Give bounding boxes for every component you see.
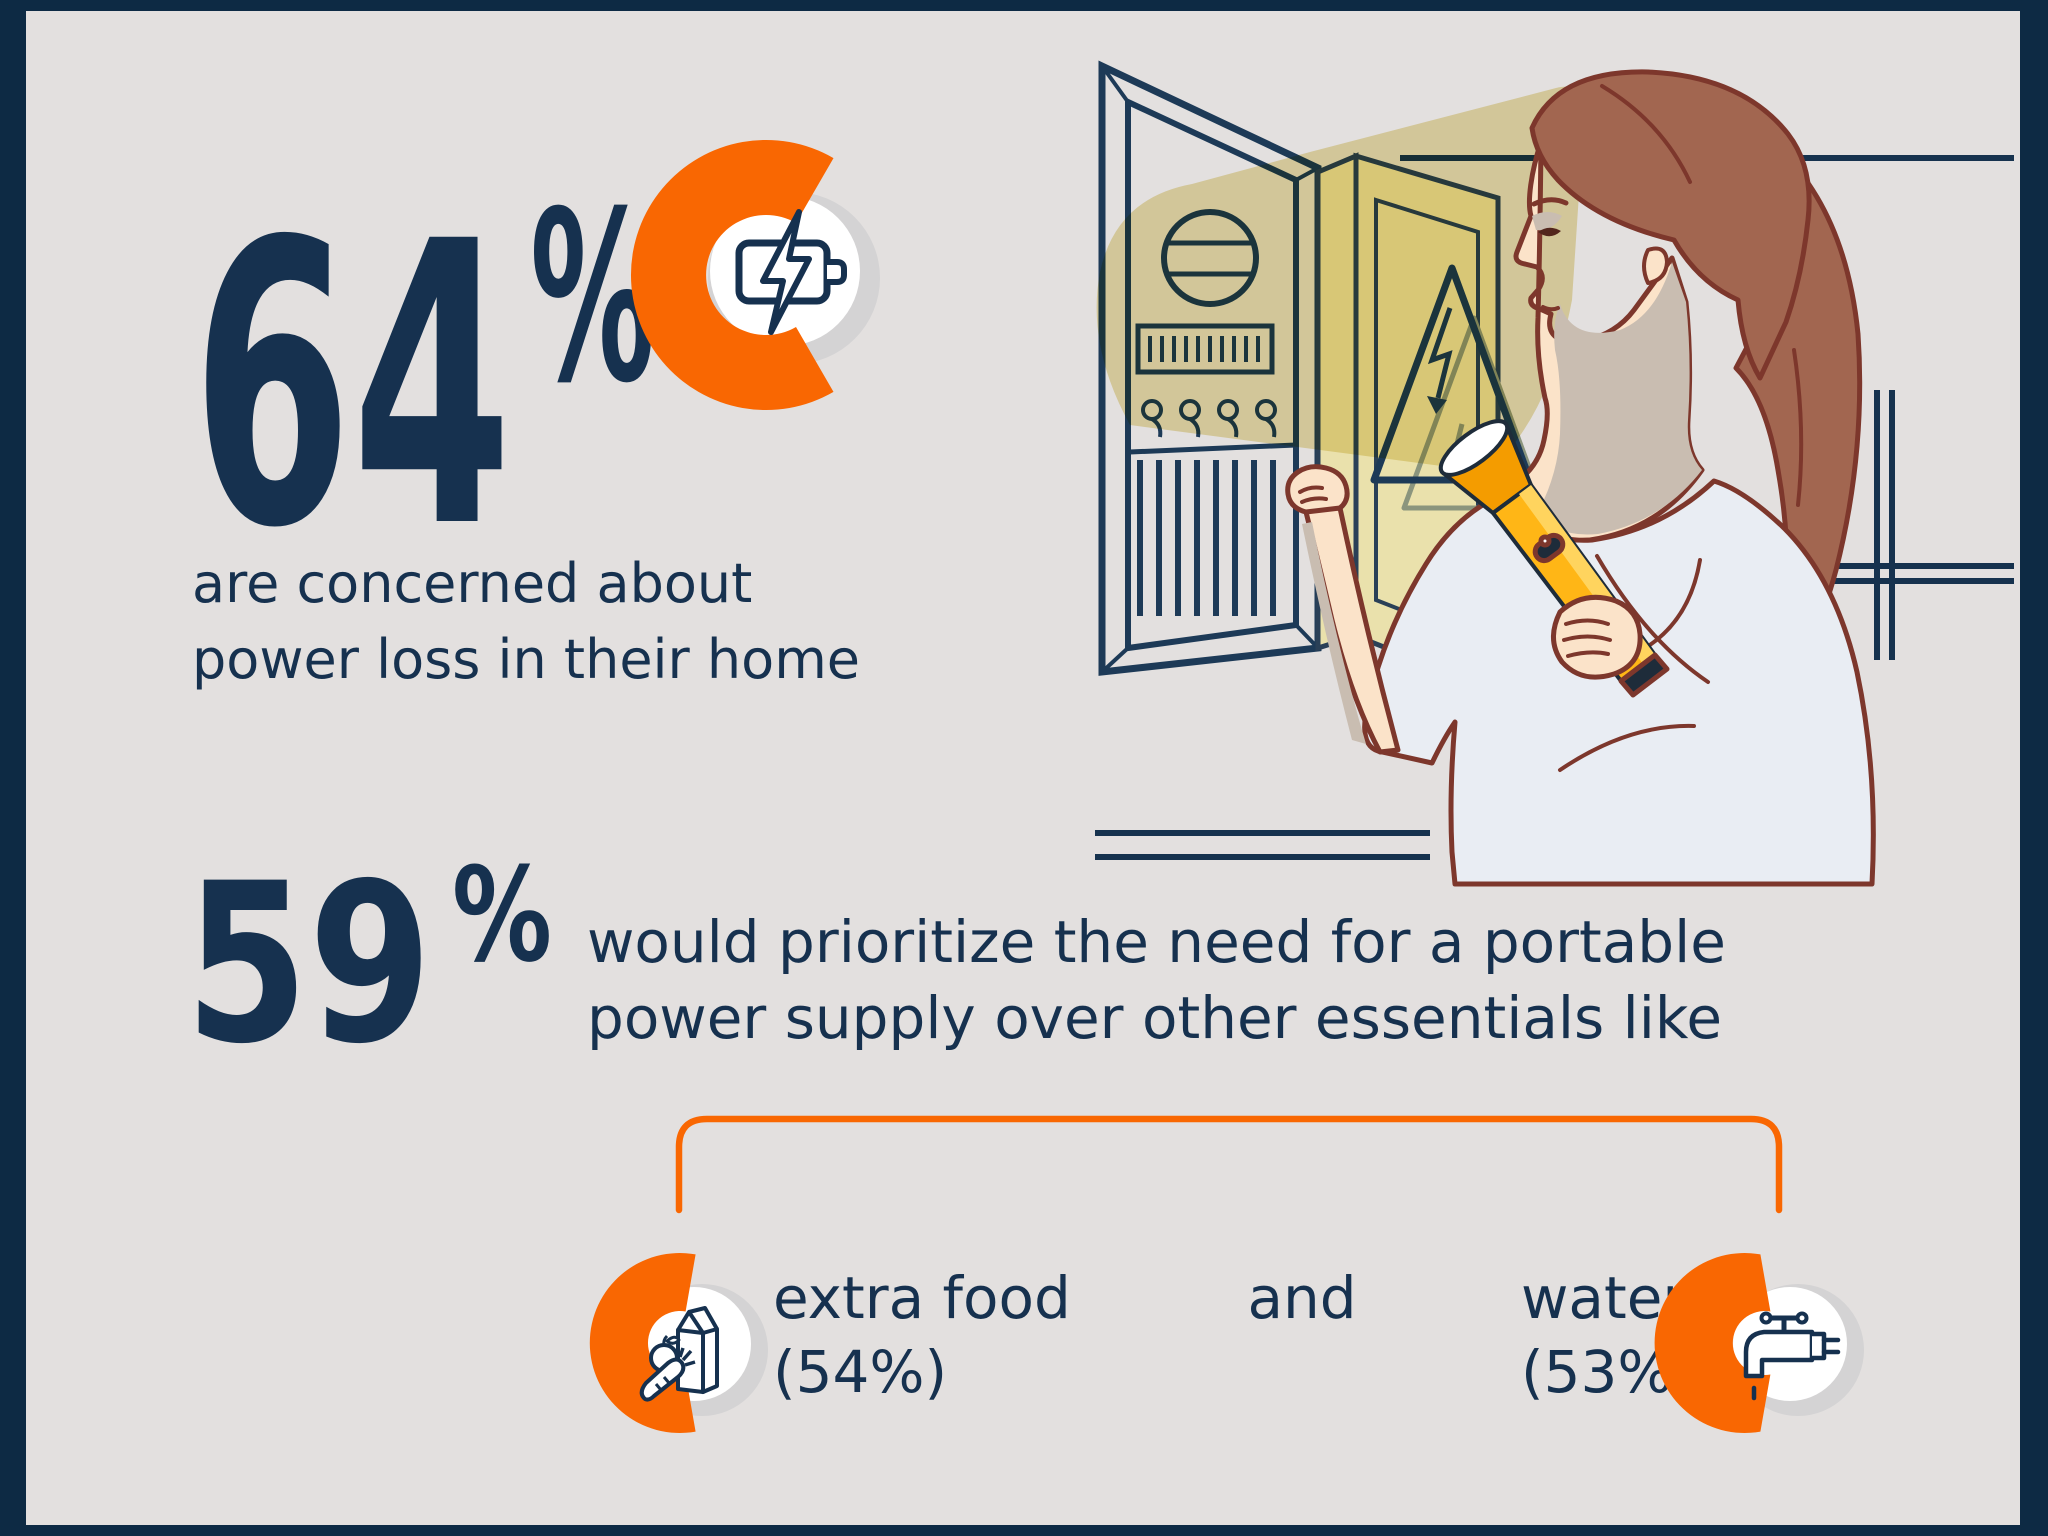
water-emblem [1654, 1253, 1864, 1434]
frame-bottom [0, 1525, 2048, 1536]
stat-59-percent: 59 % would prioritize the need for a por… [185, 836, 1726, 1092]
shirt-fold [1558, 723, 1696, 772]
stat-64-percent: 64 % are concerned about power loss in t… [192, 139, 880, 691]
connector-bracket [675, 1115, 1783, 1214]
ponytail-strand [1792, 348, 1804, 507]
woman-figure [1285, 69, 1876, 887]
head-hair [1529, 69, 1812, 381]
flashlight-lens [1438, 419, 1510, 477]
stat2-percent-sign: % [452, 839, 552, 991]
stat1-desc-line2: power loss in their home [192, 628, 860, 691]
eyelid-shading [1532, 212, 1562, 231]
water-faucet-plug-icon [1743, 1311, 1841, 1401]
shirt [1362, 478, 1876, 887]
finger-line [1298, 485, 1324, 494]
essential1-label-line2: (54%) [773, 1338, 947, 1406]
mouth [1541, 305, 1560, 312]
essentials-row: extra food (54%) and water (53%) [589, 1253, 1864, 1434]
frame-left [0, 0, 26, 1536]
finger-line [1300, 496, 1328, 504]
food-icon [639, 1306, 719, 1402]
neck-shading [1538, 262, 1702, 535]
hair-strand [1600, 84, 1692, 184]
stat1-value: 64 [192, 159, 512, 613]
emblem-orange-arc [589, 1253, 696, 1434]
battery-charging-icon [735, 209, 847, 335]
finger-line [1564, 618, 1610, 626]
finger-line [1566, 650, 1610, 658]
ear [1642, 246, 1669, 285]
emblem-orange-arc [630, 139, 834, 410]
finger-line [1562, 634, 1612, 642]
stat2-value: 59 [185, 836, 432, 1092]
flashlight-beam [1096, 86, 1585, 472]
essentials-connector: and [1247, 1264, 1356, 1332]
stat2-desc-line1: would prioritize the need for a portable [587, 908, 1726, 976]
forearm-shading [1302, 522, 1366, 744]
grille-bars [1129, 442, 1297, 616]
stat2-desc-line2: power supply over other essentials like [587, 984, 1722, 1052]
frame-top [0, 0, 2048, 11]
illustration-fusebox-scene [1095, 60, 2014, 887]
essential1-label-line1: extra food [773, 1264, 1071, 1332]
emblem-orange-arc [1654, 1253, 1771, 1434]
eyebrow [1531, 197, 1569, 207]
frame-right [2020, 0, 2048, 1536]
eye [1538, 227, 1561, 237]
shirt-fold [1595, 554, 1710, 684]
food-emblem [589, 1253, 768, 1434]
stat1-desc-line1: are concerned about [192, 552, 752, 615]
battery-emblem [630, 139, 880, 410]
